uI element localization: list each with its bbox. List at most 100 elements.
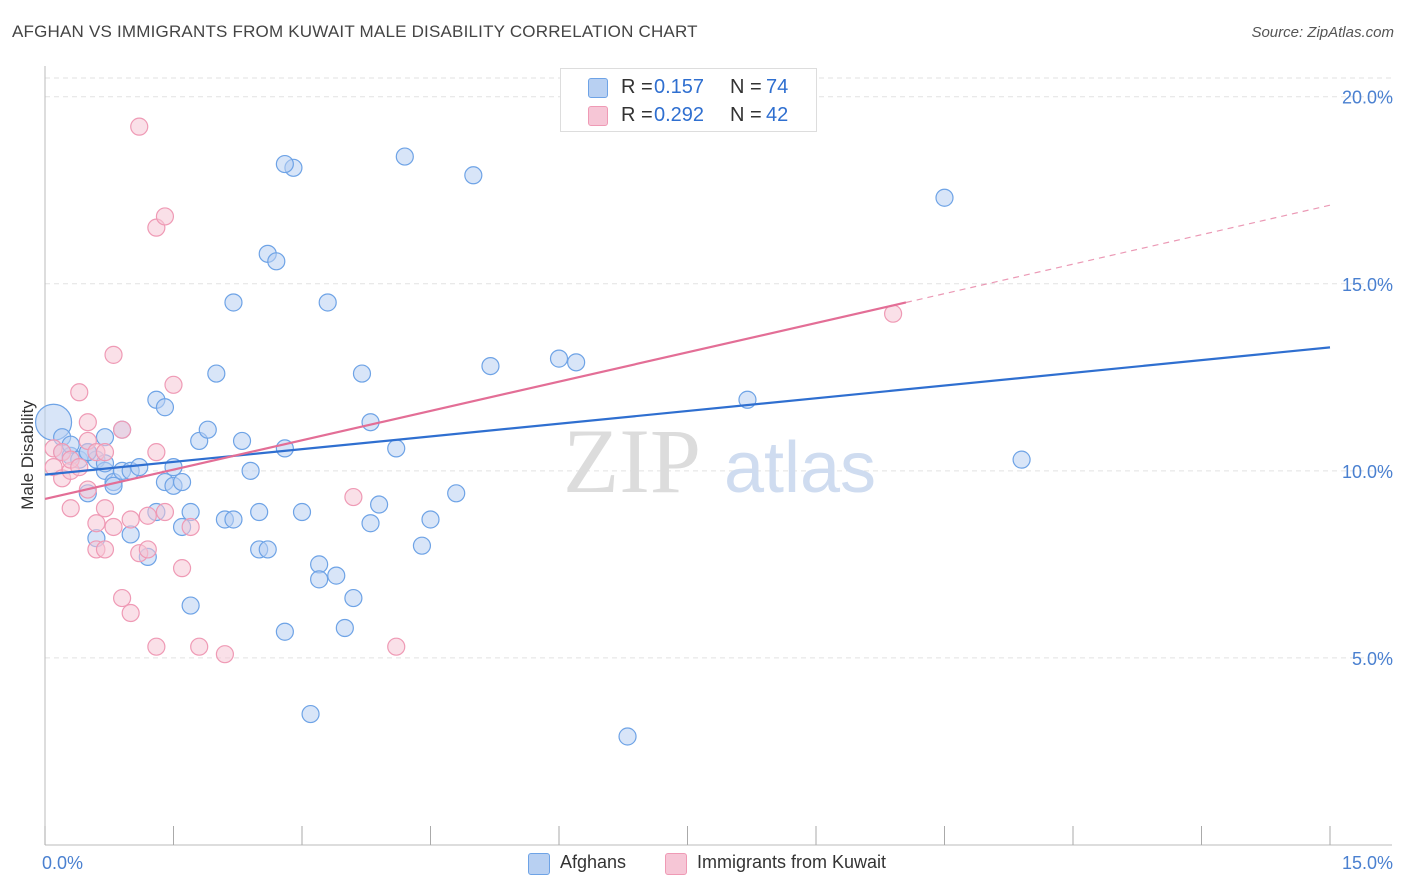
afghans-n-label: N = <box>730 76 762 98</box>
afghans-swatch <box>588 78 608 98</box>
legend-afghans-swatch <box>528 853 550 875</box>
point-kuwait <box>138 540 157 559</box>
stats-row-afghans: R = 0.157 N = 74 <box>561 73 816 101</box>
data-points <box>34 106 1031 746</box>
point-afghans <box>275 622 294 641</box>
point-afghans <box>447 484 466 503</box>
point-afghans <box>318 293 337 312</box>
point-afghans <box>198 420 217 439</box>
point-afghans <box>387 439 406 458</box>
point-kuwait <box>215 645 234 664</box>
point-kuwait <box>147 443 166 462</box>
point-afghans <box>481 356 500 376</box>
point-afghans <box>935 188 954 207</box>
stats-row-kuwait: R = 0.292 N = 42 <box>561 101 816 129</box>
point-kuwait <box>70 383 89 402</box>
trend-kuwait-extension <box>905 204 1331 304</box>
y-tick-label: 5.0% <box>1352 649 1393 669</box>
point-afghans <box>292 502 312 522</box>
point-kuwait <box>104 345 123 364</box>
afghans-r-label: R = <box>621 76 653 98</box>
point-kuwait <box>155 502 175 522</box>
point-afghans <box>352 364 372 383</box>
point-afghans <box>241 461 260 480</box>
point-kuwait <box>95 443 115 462</box>
kuwait-n-label: N = <box>730 104 762 126</box>
point-kuwait <box>164 375 183 394</box>
point-afghans <box>344 588 363 608</box>
point-afghans <box>172 472 192 492</box>
kuwait-r-label: R = <box>621 104 653 126</box>
point-kuwait <box>344 487 363 507</box>
trend-lines <box>44 204 1331 500</box>
point-afghans <box>104 476 123 495</box>
point-kuwait <box>112 420 132 439</box>
point-afghans <box>224 510 243 529</box>
kuwait-n-value: 42 <box>766 104 789 126</box>
watermark-atlas: atlas <box>724 428 876 508</box>
point-afghans <box>370 495 389 514</box>
point-afghans <box>335 618 354 638</box>
afghans-r-value: 0.157 <box>654 76 705 98</box>
point-afghans <box>618 727 637 746</box>
point-kuwait <box>78 413 97 432</box>
point-kuwait <box>181 517 200 537</box>
point-afghans <box>267 252 286 271</box>
y-tick-label: 10.0% <box>1342 462 1393 482</box>
trend-kuwait <box>44 301 907 500</box>
legend-afghans-label: Afghans <box>560 852 627 872</box>
chart-title: AFGHAN VS IMMIGRANTS FROM KUWAIT MALE DI… <box>12 22 698 41</box>
tick-labels: 5.0% 10.0% 15.0% 20.0% 0.0% 15.0% <box>42 88 1393 873</box>
point-kuwait <box>95 540 115 559</box>
point-afghans <box>567 353 586 372</box>
point-afghans <box>421 510 440 529</box>
point-kuwait <box>87 514 106 533</box>
point-kuwait <box>147 637 166 656</box>
y-tick-label: 20.0% <box>1342 88 1393 108</box>
point-kuwait <box>190 637 209 656</box>
legend-kuwait-label: Immigrants from Kuwait <box>697 852 887 872</box>
point-afghans <box>207 364 226 383</box>
y-tick-label: 15.0% <box>1342 275 1393 295</box>
point-afghans <box>275 154 294 174</box>
point-afghans <box>232 431 252 451</box>
point-afghans <box>155 398 175 417</box>
point-afghans <box>310 570 329 589</box>
point-afghans <box>327 566 346 585</box>
watermark: ZIP atlas <box>563 410 876 512</box>
x-tick-label: 0.0% <box>42 853 83 873</box>
point-kuwait <box>61 499 80 518</box>
point-afghans <box>412 536 432 555</box>
point-afghans <box>464 166 483 185</box>
point-afghans <box>395 147 414 166</box>
gridlines <box>45 77 1392 659</box>
point-kuwait <box>155 207 175 226</box>
axes <box>44 66 1392 846</box>
point-kuwait <box>387 637 406 656</box>
point-kuwait <box>138 506 157 525</box>
watermark-zip: ZIP <box>563 410 701 512</box>
afghans-n-value: 74 <box>766 76 789 98</box>
point-kuwait <box>104 517 123 537</box>
point-afghans <box>130 458 149 477</box>
point-afghans <box>250 502 269 522</box>
point-kuwait <box>130 117 149 136</box>
point-kuwait <box>172 559 192 578</box>
point-afghans <box>181 596 200 615</box>
point-afghans <box>549 349 569 368</box>
kuwait-swatch <box>588 106 608 126</box>
stats-legend: R = 0.157 N = 74 R = 0.292 N = 42 <box>560 68 817 132</box>
point-kuwait <box>121 510 140 529</box>
point-afghans <box>224 293 243 312</box>
point-afghans <box>1012 450 1031 469</box>
point-kuwait <box>95 499 115 518</box>
x-tick-label: 15.0% <box>1342 853 1393 873</box>
point-kuwait <box>121 603 140 623</box>
kuwait-r-value: 0.292 <box>654 104 705 126</box>
trend-afghans <box>44 346 1331 476</box>
point-afghans <box>258 540 277 559</box>
point-afghans <box>301 704 320 724</box>
source-label: Source: ZipAtlas.com <box>1251 24 1394 41</box>
point-kuwait <box>70 458 89 477</box>
